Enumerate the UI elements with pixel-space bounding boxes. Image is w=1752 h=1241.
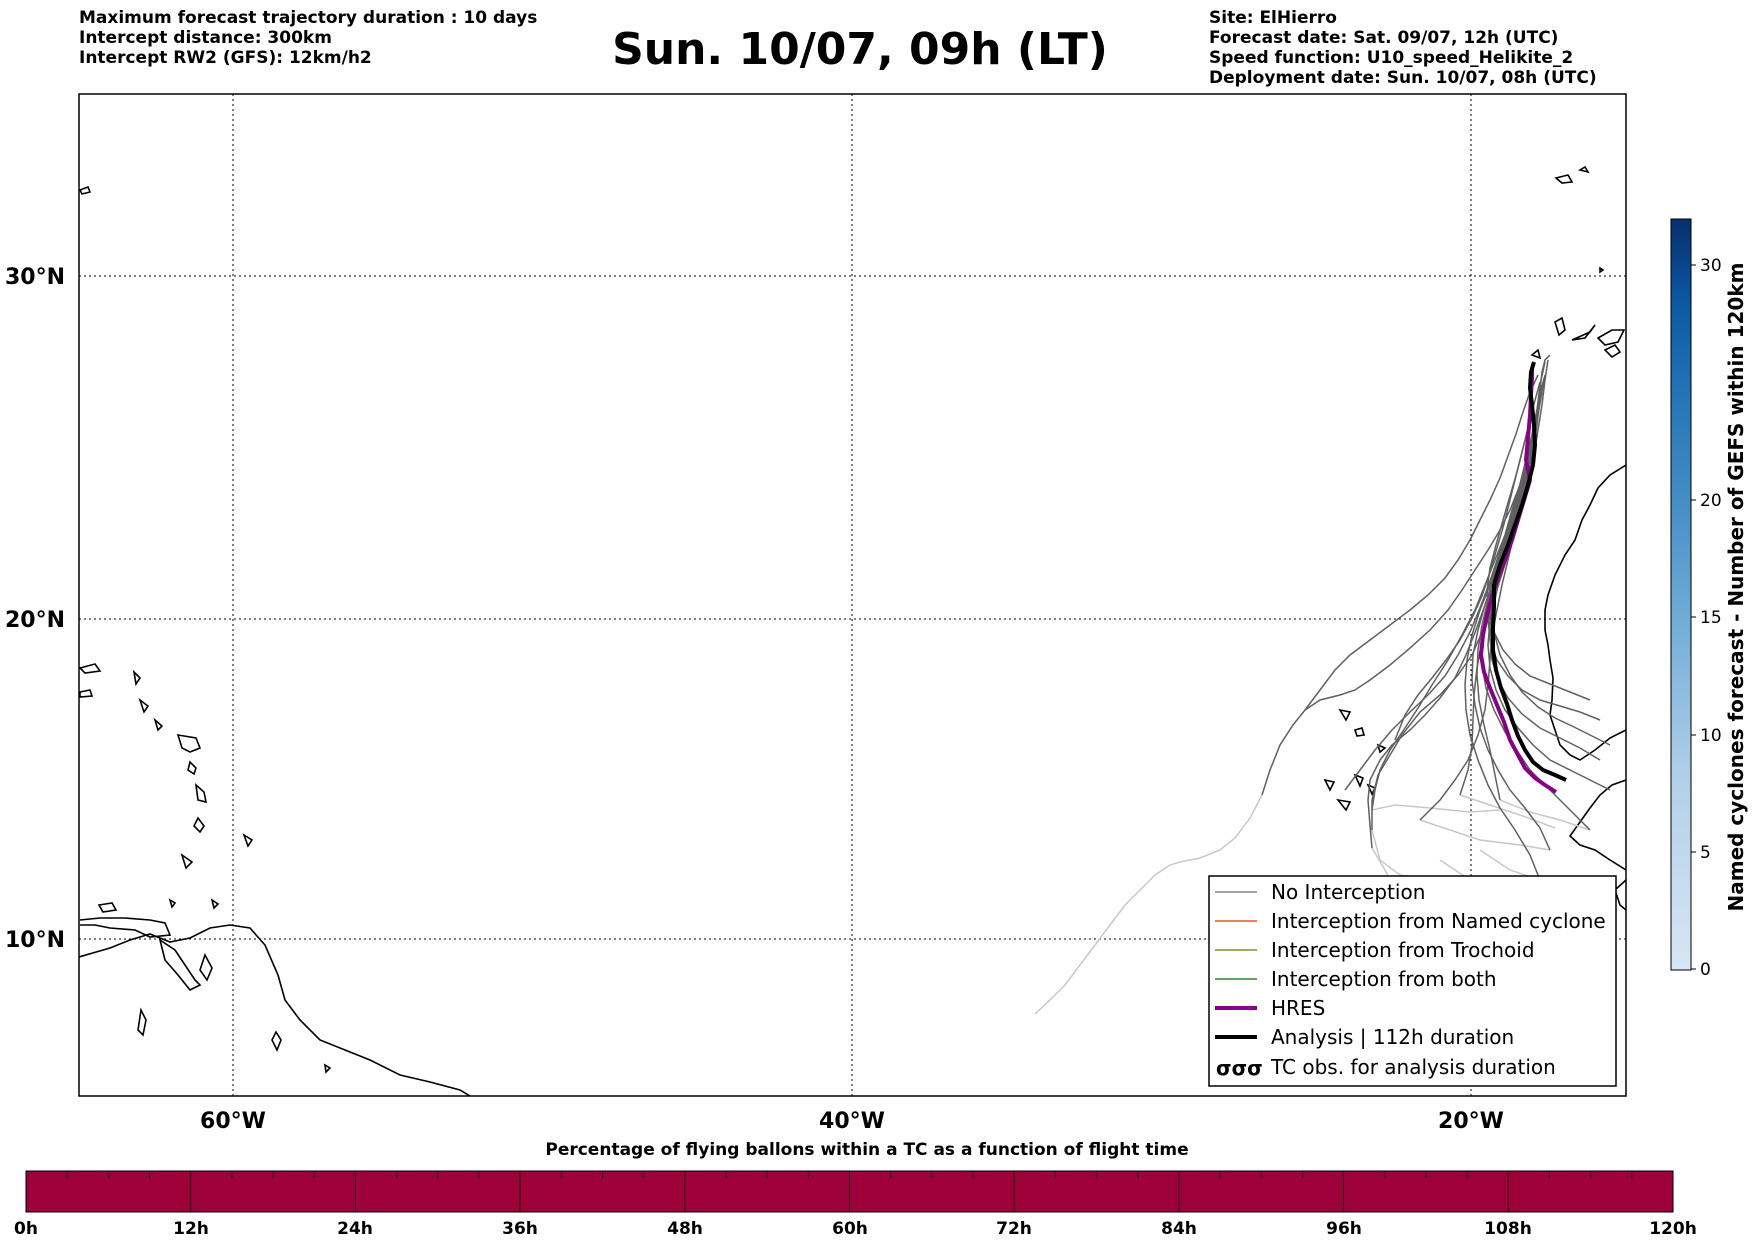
legend-item-tc-obs: σσσ TC obs. for analysis duration xyxy=(1216,1055,1556,1080)
colorbar-label-20: 20 xyxy=(1700,491,1722,511)
legend-item-both: Interception from both xyxy=(1215,967,1497,991)
hres-trajectory xyxy=(1479,368,1558,794)
legend-item-trochoid: Interception from Trochoid xyxy=(1215,938,1535,962)
intercept-rw2-text: Intercept RW2 (GFS): 12km/h2 xyxy=(79,48,372,68)
lon-label-20w: 20°W xyxy=(1438,1109,1504,1134)
forecast-parameters: Maximum forecast trajectory duration : 1… xyxy=(79,8,537,68)
legend-item-analysis: Analysis | 112h duration xyxy=(1215,1025,1514,1049)
flight-tick-84h: 84h xyxy=(1161,1219,1197,1239)
flight-tick-96h: 96h xyxy=(1326,1219,1362,1239)
lat-label-30n: 30°N xyxy=(5,265,65,290)
speed-function-text: Speed function: U10_speed_Helikite_2 xyxy=(1209,48,1574,68)
legend-label-both: Interception from both xyxy=(1271,967,1497,991)
flight-bar-divisions xyxy=(66,1171,1633,1212)
flight-tick-24h: 24h xyxy=(337,1219,373,1239)
flight-tick-72h: 72h xyxy=(996,1219,1032,1239)
colorbar-ticks xyxy=(1691,264,1696,970)
coastline-africa xyxy=(1323,165,1626,911)
legend-box xyxy=(1208,875,1617,1087)
max-duration-text: Maximum forecast trajectory duration : 1… xyxy=(79,8,538,28)
lon-label-60w: 60°W xyxy=(200,1109,266,1134)
colorbar-label-10: 10 xyxy=(1700,726,1722,746)
lat-label-20n: 20°N xyxy=(5,608,65,633)
legend-item-no-interception: No Interception xyxy=(1215,880,1425,904)
page-title: Sun. 10/07, 09h (LT) xyxy=(612,24,1108,75)
forecast-date-text: Forecast date: Sat. 09/07, 12h (UTC) xyxy=(1209,28,1559,48)
legend-label-tc-obs: TC obs. for analysis duration xyxy=(1270,1055,1556,1079)
lat-label-10n: 10°N xyxy=(5,928,65,953)
colorbar-label-0: 0 xyxy=(1700,960,1711,980)
site-text: Site: ElHierro xyxy=(1209,8,1337,28)
colorbar-label-15: 15 xyxy=(1700,608,1722,628)
flight-tick-120h: 120h xyxy=(1649,1219,1697,1239)
tc-symbol-icon: σσσ xyxy=(1216,1056,1263,1080)
intercept-distance-text: Intercept distance: 300km xyxy=(79,28,332,48)
legend-label-hres: HRES xyxy=(1271,996,1325,1020)
legend-label-analysis: Analysis | 112h duration xyxy=(1271,1025,1514,1049)
flight-tick-48h: 48h xyxy=(667,1219,703,1239)
coastline-caribbean xyxy=(79,185,471,1096)
flight-tick-0h: 0h xyxy=(14,1219,38,1239)
deployment-date-text: Deployment date: Sun. 10/07, 08h (UTC) xyxy=(1209,68,1597,88)
flight-time-bar: Percentage of flying ballons within a TC… xyxy=(14,1140,1697,1239)
colorbar-title: Named cyclones forecast - Number of GEFS… xyxy=(1724,263,1748,912)
map-legend: No Interception Interception from Named … xyxy=(1208,875,1617,1087)
legend-item-hres: HRES xyxy=(1215,996,1325,1020)
analysis-trajectory xyxy=(1491,361,1567,782)
flight-tick-108h: 108h xyxy=(1484,1219,1532,1239)
flight-tick-36h: 36h xyxy=(502,1219,538,1239)
legend-label-no-interception: No Interception xyxy=(1271,880,1425,904)
map-area: No Interception Interception from Named … xyxy=(5,93,1627,1134)
colorbar-label-30: 30 xyxy=(1700,256,1722,276)
flight-bar-title: Percentage of flying ballons within a TC… xyxy=(545,1140,1188,1160)
colorbar-label-5: 5 xyxy=(1700,843,1711,863)
flight-tick-60h: 60h xyxy=(832,1219,868,1239)
legend-label-trochoid: Interception from Trochoid xyxy=(1271,938,1535,962)
flight-tick-12h: 12h xyxy=(173,1219,209,1239)
legend-item-named-cyclone: Interception from Named cyclone xyxy=(1215,909,1606,933)
site-info: Site: ElHierro Forecast date: Sat. 09/07… xyxy=(1209,8,1597,88)
colorbar-gradient xyxy=(1670,218,1692,971)
cyclone-colorbar: 0 5 10 15 20 30 Named cyclones forecast … xyxy=(1670,218,1748,980)
lon-label-40w: 40°W xyxy=(819,1109,885,1134)
legend-label-named-cyclone: Interception from Named cyclone xyxy=(1271,909,1606,933)
